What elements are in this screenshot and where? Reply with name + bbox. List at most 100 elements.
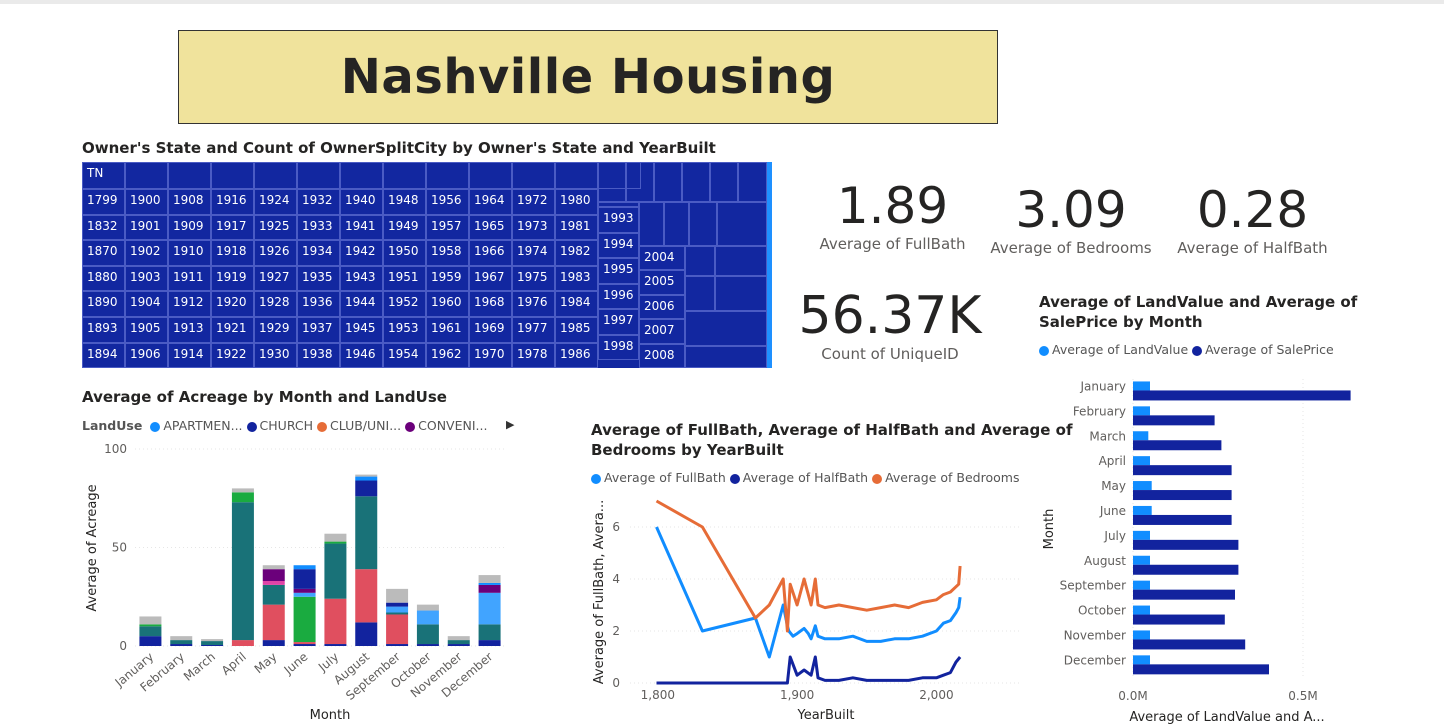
treemap-cell[interactable]: 1961 xyxy=(426,317,469,343)
treemap-cell[interactable] xyxy=(689,202,717,246)
treemap-cell[interactable]: 1936 xyxy=(297,291,340,317)
treemap-cell[interactable] xyxy=(738,162,767,202)
treemap-cell[interactable]: 1832 xyxy=(82,214,125,241)
treemap-cell[interactable]: 1925 xyxy=(254,214,297,241)
treemap-cell[interactable]: 2006 xyxy=(639,294,685,320)
treemap-cell[interactable]: 1995 xyxy=(598,258,639,284)
treemap-cell[interactable]: 1980 xyxy=(555,189,598,215)
treemap-cell[interactable]: 1929 xyxy=(254,317,297,343)
treemap-visual[interactable]: TN 1799 1832 1870 1880 1890 1893 1894 1900 1901 19… xyxy=(82,162,772,369)
card-halfbath[interactable]: 0.28 Average of HalfBath xyxy=(1170,182,1335,258)
legend-item[interactable]: CLUB/UNI... xyxy=(317,418,401,433)
treemap-cell[interactable]: 1933 xyxy=(297,214,340,241)
treemap-cell[interactable]: 1905 xyxy=(125,317,168,343)
treemap-cell[interactable]: 1937 xyxy=(297,317,340,343)
treemap-cell[interactable]: 1920 xyxy=(211,291,254,317)
treemap-cell[interactable]: 1951 xyxy=(383,265,426,292)
treemap-cell[interactable]: 1984 xyxy=(555,291,598,317)
treemap-cell[interactable]: 1938 xyxy=(297,342,340,369)
legend-item[interactable]: CHURCH xyxy=(246,418,313,433)
treemap-cell[interactable]: 1901 xyxy=(125,214,168,241)
treemap-cell[interactable]: 1904 xyxy=(125,291,168,317)
treemap-cell[interactable]: 1926 xyxy=(254,240,297,266)
treemap-cell[interactable]: 1916 xyxy=(211,189,254,215)
treemap-cell[interactable] xyxy=(685,346,767,368)
treemap-cell[interactable]: 1965 xyxy=(469,214,512,241)
treemap-cell[interactable]: 1950 xyxy=(383,240,426,266)
treemap-cell[interactable]: 1996 xyxy=(598,283,639,309)
treemap-cell[interactable]: 1981 xyxy=(555,214,598,241)
treemap-cell[interactable]: 1976 xyxy=(512,291,555,317)
treemap-cell[interactable]: 1930 xyxy=(254,342,297,369)
treemap-cell[interactable]: 1943 xyxy=(340,265,383,292)
treemap-cell[interactable]: 1942 xyxy=(340,240,383,266)
treemap-cell[interactable]: 1952 xyxy=(383,291,426,317)
treemap-cell[interactable]: 1890 xyxy=(82,291,125,317)
treemap-cell[interactable] xyxy=(717,202,767,246)
treemap-cell[interactable] xyxy=(715,246,767,276)
treemap-cell[interactable]: 1918 xyxy=(211,240,254,266)
treemap-cell[interactable]: 1799 xyxy=(82,189,125,215)
treemap-cell[interactable]: 2008 xyxy=(639,343,685,368)
treemap-cell[interactable] xyxy=(598,162,626,202)
treemap-cell[interactable]: 1870 xyxy=(82,240,125,266)
treemap-cell[interactable]: 1894 xyxy=(82,342,125,369)
treemap-cell[interactable]: 1997 xyxy=(598,309,639,335)
treemap-cell[interactable]: 1959 xyxy=(426,265,469,292)
treemap-cell[interactable]: 1975 xyxy=(512,265,555,292)
treemap-cell[interactable]: 1960 xyxy=(426,291,469,317)
treemap-cell[interactable]: 1977 xyxy=(512,317,555,343)
treemap-cell[interactable]: 1969 xyxy=(469,317,512,343)
treemap-cell[interactable]: 1949 xyxy=(383,214,426,241)
treemap-cell[interactable]: 1928 xyxy=(254,291,297,317)
treemap-cell[interactable]: 1956 xyxy=(426,189,469,215)
treemap-cell[interactable] xyxy=(598,202,639,207)
card-fullbath[interactable]: 1.89 Average of FullBath xyxy=(810,178,975,254)
treemap-cell[interactable]: 1935 xyxy=(297,265,340,292)
treemap-cell[interactable]: 1927 xyxy=(254,265,297,292)
treemap-cell[interactable] xyxy=(125,162,168,189)
legend-item[interactable]: Average of FullBath xyxy=(591,470,726,485)
treemap-cell[interactable]: 1913 xyxy=(168,317,211,343)
legend-item[interactable]: Average of HalfBath xyxy=(729,470,868,485)
treemap-cell[interactable]: 1940 xyxy=(340,189,383,215)
treemap-cell[interactable]: 1934 xyxy=(297,240,340,266)
treemap-cell[interactable]: 1974 xyxy=(512,240,555,266)
treemap-cell[interactable]: 1953 xyxy=(383,317,426,343)
treemap-cell[interactable] xyxy=(555,162,598,189)
treemap-cell[interactable]: 1964 xyxy=(469,189,512,215)
treemap-cell[interactable]: 1932 xyxy=(297,189,340,215)
treemap-scrollbar[interactable] xyxy=(767,162,772,368)
treemap-cell[interactable]: 2004 xyxy=(639,246,685,271)
treemap-cell[interactable]: 1968 xyxy=(469,291,512,317)
treemap-cell[interactable]: 1912 xyxy=(168,291,211,317)
treemap-cell[interactable]: 1910 xyxy=(168,240,211,266)
treemap-cell[interactable] xyxy=(685,246,715,276)
treemap-cell[interactable]: 1986 xyxy=(555,342,598,369)
treemap-cell[interactable]: 1983 xyxy=(555,265,598,292)
legend-item[interactable]: Average of SalePrice xyxy=(1192,342,1334,357)
treemap-cell[interactable] xyxy=(426,162,469,189)
treemap-cell[interactable]: 1998 xyxy=(598,334,639,360)
bath-chart-plot[interactable]: 6 4 2 0 1,800 1,900 2,000 Average of FullBath, … xyxy=(588,488,1028,727)
treemap-cell[interactable]: 2005 xyxy=(639,270,685,295)
treemap-cell[interactable] xyxy=(654,162,682,202)
treemap-cell[interactable]: 1902 xyxy=(125,240,168,266)
treemap-cell[interactable]: 1973 xyxy=(512,214,555,241)
treemap-cell[interactable]: 1919 xyxy=(211,265,254,292)
treemap-cell[interactable] xyxy=(682,162,710,202)
treemap-cell[interactable]: 1924 xyxy=(254,189,297,215)
legend-item[interactable]: Average of Bedrooms xyxy=(872,470,1019,485)
treemap-cell[interactable] xyxy=(710,162,738,202)
legend-item[interactable]: CONVENI... xyxy=(405,418,487,433)
legend-item[interactable]: APARTMEN... xyxy=(150,418,243,433)
treemap-cell[interactable]: 1909 xyxy=(168,214,211,241)
treemap-cell[interactable]: 1958 xyxy=(426,240,469,266)
treemap-cell[interactable]: 1978 xyxy=(512,342,555,369)
treemap-cell[interactable] xyxy=(254,162,297,189)
treemap-cell[interactable]: 1993 xyxy=(598,207,639,233)
treemap-cell[interactable]: 2007 xyxy=(639,319,685,344)
treemap-cell[interactable]: 1900 xyxy=(125,189,168,215)
treemap-cell[interactable]: 1970 xyxy=(469,342,512,369)
